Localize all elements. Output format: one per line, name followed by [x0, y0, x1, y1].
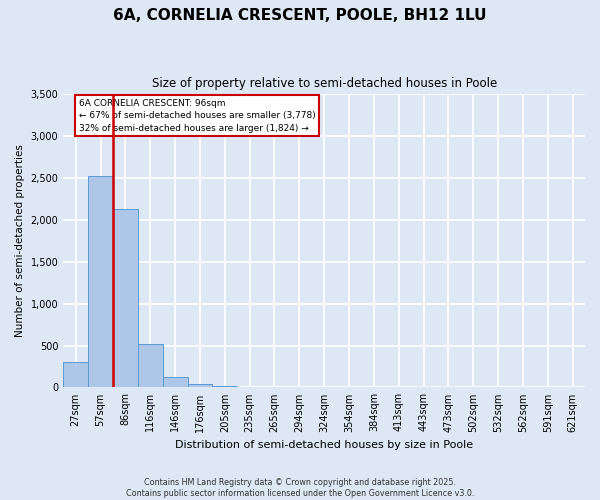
Y-axis label: Number of semi-detached properties: Number of semi-detached properties	[15, 144, 25, 338]
Text: Contains HM Land Registry data © Crown copyright and database right 2025.
Contai: Contains HM Land Registry data © Crown c…	[126, 478, 474, 498]
Title: Size of property relative to semi-detached houses in Poole: Size of property relative to semi-detach…	[152, 78, 497, 90]
Bar	[138, 344, 163, 388]
Bar	[212, 386, 237, 388]
Bar	[63, 362, 88, 388]
Bar	[113, 209, 138, 388]
Text: 6A CORNELIA CRESCENT: 96sqm
← 67% of semi-detached houses are smaller (3,778)
32: 6A CORNELIA CRESCENT: 96sqm ← 67% of sem…	[79, 99, 316, 133]
Bar	[188, 384, 212, 388]
Text: 6A, CORNELIA CRESCENT, POOLE, BH12 1LU: 6A, CORNELIA CRESCENT, POOLE, BH12 1LU	[113, 8, 487, 22]
X-axis label: Distribution of semi-detached houses by size in Poole: Distribution of semi-detached houses by …	[175, 440, 473, 450]
Bar	[163, 378, 188, 388]
Bar	[88, 176, 113, 388]
